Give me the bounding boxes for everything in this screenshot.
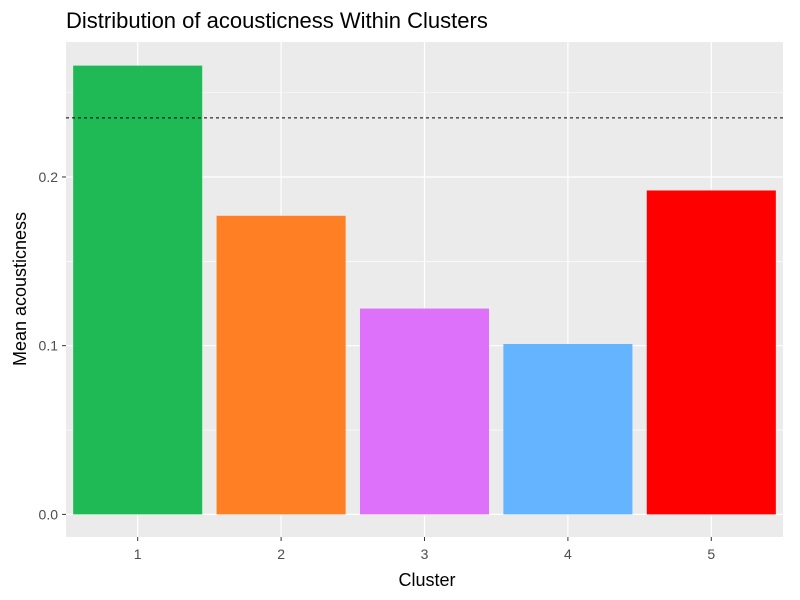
- x-tick-label: 4: [564, 546, 572, 562]
- bar-cluster-4: [503, 343, 633, 515]
- y-tick-label: 0.1: [39, 338, 59, 354]
- y-tick-label: 0.0: [39, 506, 59, 522]
- x-axis-ticks: 1 2 3 4 5: [134, 537, 715, 562]
- bar-cluster-2: [216, 215, 346, 515]
- x-tick-label: 1: [134, 546, 142, 562]
- bar-cluster-5: [646, 190, 776, 515]
- x-tick-label: 3: [421, 546, 429, 562]
- chart-title: Distribution of acousticness Within Clus…: [66, 8, 488, 33]
- bar-cluster-1: [73, 65, 203, 515]
- bars: [73, 65, 776, 515]
- x-tick-label: 5: [707, 546, 715, 562]
- y-tick-label: 0.2: [39, 169, 59, 185]
- x-tick-label: 2: [277, 546, 285, 562]
- y-axis-ticks: 0.0 0.1 0.2: [39, 169, 66, 522]
- bar-cluster-3: [359, 308, 490, 515]
- x-axis-title: Cluster: [398, 570, 455, 590]
- y-axis-title: Mean acousticness: [10, 212, 30, 366]
